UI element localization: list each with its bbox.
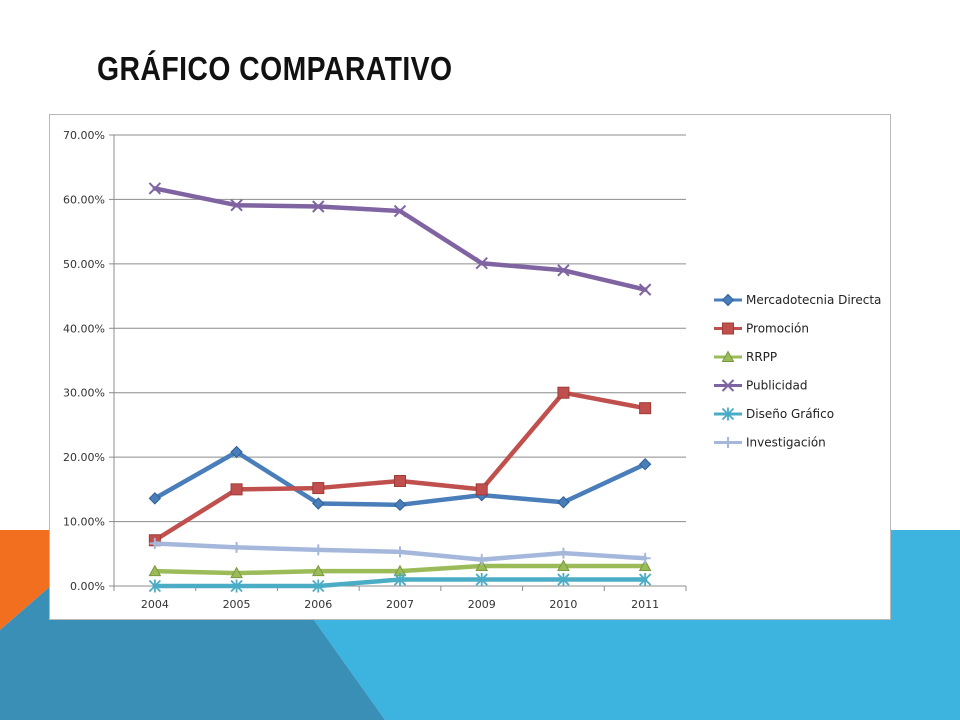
plus-marker [639, 552, 651, 564]
star-marker [393, 573, 407, 587]
y-tick-label: 50.00% [63, 258, 105, 271]
star-marker [557, 573, 570, 587]
gridlines [114, 134, 686, 587]
diamond-marker [148, 492, 162, 505]
x-tick-label: 2009 [468, 598, 496, 611]
x-marker [475, 257, 488, 270]
diamond-marker [721, 293, 735, 307]
plus-marker [557, 547, 569, 559]
legend-label: Diseño Gráfico [746, 407, 834, 421]
series-line [152, 390, 648, 543]
slide-title: GRÁFICO COMPARATIVO [97, 50, 453, 87]
y-tick-label: 60.00% [63, 193, 105, 206]
chart-frame: 0.00% 10.00% 20.00% 30.00% 40.00% 50.00% 60.00… [49, 114, 891, 620]
triangle-marker [148, 564, 162, 577]
y-tick-label: 40.00% [63, 322, 105, 335]
y-tick-label: 0.00% [70, 580, 105, 593]
square-marker [639, 402, 652, 415]
y-tick-label: 30.00% [63, 387, 105, 400]
legend-item: Promoción [714, 322, 809, 336]
diamond-marker [557, 496, 570, 509]
legend-label: Mercadotecnia Directa [746, 293, 881, 307]
y-tick-label: 70.00% [63, 129, 105, 142]
x-tick-label: 2004 [141, 598, 169, 611]
y-tick-label: 10.00% [63, 516, 105, 529]
x-marker [721, 379, 735, 392]
x-tick-label: 2005 [223, 598, 251, 611]
legend-label: Publicidad [746, 379, 807, 393]
series-line [152, 186, 648, 292]
triangle-marker [638, 559, 652, 572]
plus-marker [394, 546, 406, 558]
x-marker [557, 264, 570, 277]
triangle-marker [230, 566, 243, 579]
x-marker [230, 199, 243, 212]
diamond-marker [312, 497, 325, 510]
series-0 [148, 445, 652, 512]
x-marker [312, 200, 325, 213]
square-marker [722, 322, 734, 335]
square-marker [312, 482, 325, 495]
diamond-marker [638, 458, 652, 471]
star-marker [475, 573, 488, 587]
line-chart: 0.00% 10.00% 20.00% 30.00% 40.00% 50.00% 60.00… [63, 129, 881, 611]
x-tick-label: 2010 [549, 598, 577, 611]
square-marker [557, 386, 570, 399]
plus-marker [149, 537, 161, 549]
plus-marker [476, 554, 488, 566]
y-tick-label: 20.00% [63, 451, 105, 464]
legend-label: RRPP [746, 350, 777, 364]
plus-marker [722, 437, 734, 448]
x-axis-ticks: 2004 2005 2006 2007 2009 2010 2011 [113, 586, 687, 611]
square-marker [475, 483, 488, 496]
square-marker [394, 474, 406, 487]
square-marker [230, 483, 243, 496]
series-4 [148, 573, 652, 593]
x-marker [638, 283, 652, 296]
triangle-marker [311, 564, 325, 577]
triangle-marker [475, 559, 489, 572]
legend-item: RRPP [714, 350, 777, 364]
star-marker [721, 407, 735, 421]
legend-item: Mercadotecnia Directa [714, 293, 881, 307]
y-axis-ticks: 0.00% 10.00% 20.00% 30.00% 40.00% 50.00% 60.00… [63, 129, 114, 593]
triangle-marker [557, 559, 570, 572]
legend-item: Diseño Gráfico [714, 407, 834, 421]
diamond-marker [393, 498, 407, 512]
triangle-marker [721, 350, 735, 362]
star-marker [230, 579, 243, 593]
x-tick-label: 2006 [304, 598, 332, 611]
x-tick-label: 2011 [631, 598, 659, 611]
star-marker [148, 579, 161, 593]
series-3 [148, 182, 652, 296]
diamond-marker [230, 445, 243, 459]
series-5 [149, 537, 651, 566]
legend-item: Publicidad [714, 379, 807, 393]
plus-marker [231, 541, 243, 553]
x-marker [393, 204, 407, 218]
legend-label: Promoción [746, 322, 809, 336]
x-tick-label: 2007 [386, 598, 414, 611]
plus-marker [312, 544, 324, 556]
star-marker [639, 573, 652, 587]
star-marker [312, 579, 325, 593]
legend: Mercadotecnia Directa Promoción RRPP Public… [714, 293, 881, 450]
legend-label: Investigación [746, 436, 826, 450]
legend-item: Investigación [714, 436, 826, 450]
x-marker [148, 182, 162, 195]
series-2 [148, 559, 652, 579]
